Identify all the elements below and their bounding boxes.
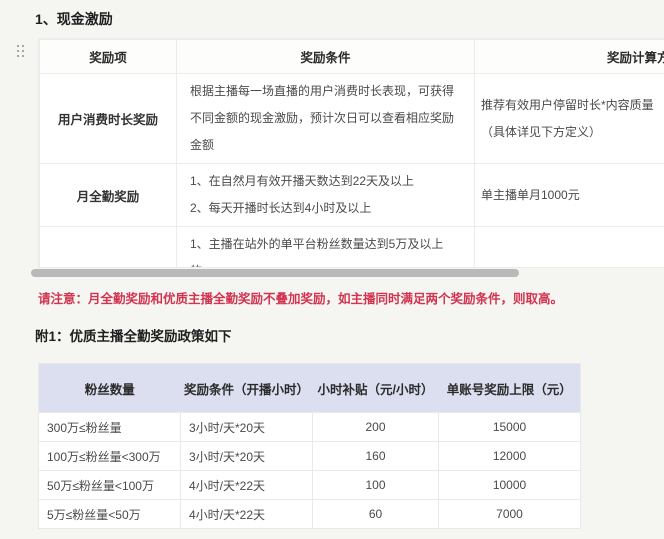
drag-handle-icon[interactable] [17, 45, 25, 57]
cash-incentive-table: 奖励项 奖励条件 奖励计算方式 用户消费时长奖励 根据主播每一场直播的用户消费时… [39, 39, 664, 267]
cell-line: 1、主播在站外的单平台粉丝数量达到5万及以上的； [190, 237, 444, 267]
table-row: 5万≤粉丝量<50万 4小时/天*22天 60 7000 [38, 499, 581, 529]
subsidy-cell: 160 [312, 441, 439, 471]
cell-line: （具体详见下方定义） [481, 124, 602, 139]
notice-text: 请注意：月全勤奖励和优质主播全勤奖励不叠加奖励，如主播同时满足两个奖励条件，则取… [38, 292, 564, 306]
cell-line: 2、每天开播时长达到4小时及以上 [190, 201, 372, 215]
fans-count-cell: 100万≤粉丝量<300万 [38, 441, 181, 471]
reward-calc-cell: 单主播单月1000元 [474, 163, 664, 227]
column-header-account-reward-cap: 单账号奖励上限（元） [438, 363, 581, 413]
subsidy-cell: 100 [312, 470, 439, 500]
reward-item-cell: 优质主播全勤奖励 [39, 226, 177, 267]
cell-line: 推荐有效用户停留时长*内容质量 [481, 97, 654, 112]
cell-line: 根据主播每一场直播的用户消费时长表现，可获得不同金额的现金激励，预计次日可以查看… [190, 84, 455, 152]
reward-item-cell: 月全勤奖励 [39, 163, 177, 227]
table-row: 用户消费时长奖励 根据主播每一场直播的用户消费时长表现，可获得不同金额的现金激励… [39, 73, 664, 164]
reward-condition-cell: 1、在自然月有效开播天数达到22天及以上 2、每天开播时长达到4小时及以上 [176, 163, 475, 227]
fulltime-reward-policy-table-container: 粉丝数量 奖励条件（开播小时） 小时补贴（元/小时） 单账号奖励上限（元） 30… [38, 363, 581, 529]
fans-count-cell: 5万≤粉丝量<50万 [38, 499, 181, 529]
column-header-reward-condition-hours: 奖励条件（开播小时） [180, 363, 313, 413]
table-row: 100万≤粉丝量<300万 3小时/天*20天 160 12000 [38, 441, 581, 471]
reward-item-cell: 用户消费时长奖励 [39, 73, 177, 164]
reward-condition-cell: 根据主播每一场直播的用户消费时长表现，可获得不同金额的现金激励，预计次日可以查看… [176, 73, 475, 164]
reward-calc-cell: 开播小时数*小时补贴（详见附1） [474, 226, 664, 267]
table-row: 50万≤粉丝量<100万 4小时/天*22天 100 10000 [38, 470, 581, 500]
section2-title: 附1：优质主播全勤奖励政策如下 [35, 329, 232, 344]
subsidy-cell: 60 [312, 499, 439, 529]
column-header-reward-item: 奖励项 [39, 39, 177, 74]
fans-count-cell: 50万≤粉丝量<100万 [38, 470, 181, 500]
condition-cell: 3小时/天*20天 [180, 441, 313, 471]
cap-cell: 12000 [438, 441, 581, 471]
condition-cell: 3小时/天*20天 [180, 412, 313, 442]
condition-cell: 4小时/天*22天 [180, 499, 313, 529]
reward-condition-cell: 1、主播在站外的单平台粉丝数量达到5万及以上的； 2、在自然月有效开播天数达到2… [176, 226, 475, 267]
reward-calc-cell: 推荐有效用户停留时长*内容质量 （具体详见下方定义） [474, 73, 664, 164]
fulltime-reward-policy-table: 粉丝数量 奖励条件（开播小时） 小时补贴（元/小时） 单账号奖励上限（元） 30… [38, 363, 581, 529]
column-header-hourly-subsidy: 小时补贴（元/小时） [312, 363, 439, 413]
cell-line: 1、在自然月有效开播天数达到22天及以上 [190, 174, 415, 188]
horizontal-scrollbar-thumb[interactable] [31, 269, 519, 277]
section1-title: 1、现金激励 [35, 11, 113, 27]
cap-cell: 10000 [438, 470, 581, 500]
column-header-fans-count: 粉丝数量 [38, 363, 181, 413]
cap-cell: 15000 [438, 412, 581, 442]
cash-incentive-table-viewport[interactable]: 奖励项 奖励条件 奖励计算方式 用户消费时长奖励 根据主播每一场直播的用户消费时… [38, 38, 664, 268]
table-row: 300万≤粉丝量 3小时/天*20天 200 15000 [38, 412, 581, 442]
subsidy-cell: 200 [312, 412, 439, 442]
table-row: 月全勤奖励 1、在自然月有效开播天数达到22天及以上 2、每天开播时长达到4小时… [39, 163, 664, 227]
column-header-reward-calculation: 奖励计算方式 [474, 39, 664, 74]
cell-line: 单主播单月1000元 [481, 187, 580, 202]
condition-cell: 4小时/天*22天 [180, 470, 313, 500]
cap-cell: 7000 [438, 499, 581, 529]
fans-count-cell: 300万≤粉丝量 [38, 412, 181, 442]
column-header-reward-condition: 奖励条件 [176, 39, 475, 74]
table-row: 优质主播全勤奖励 1、主播在站外的单平台粉丝数量达到5万及以上的； 2、在自然月… [39, 226, 664, 267]
